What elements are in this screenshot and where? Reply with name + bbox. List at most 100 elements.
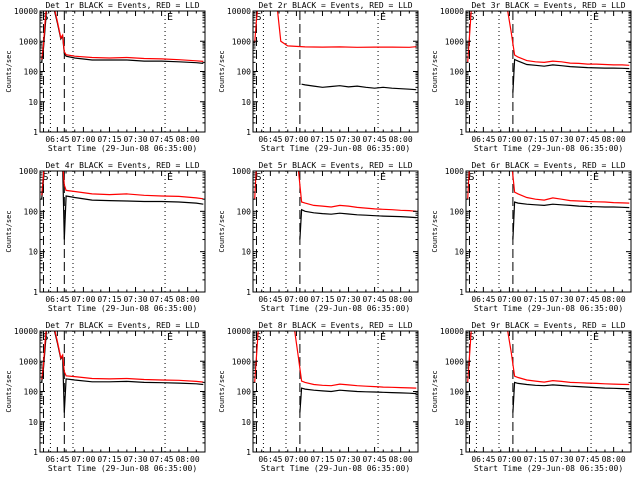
panel-title: Det 5r BLACK = Events, RED = LLD xyxy=(258,161,412,170)
marker-e: E xyxy=(167,12,173,23)
y-axis-label: Counts/sec xyxy=(218,210,226,252)
series-events-line xyxy=(299,387,417,413)
y-tick-label: 100 xyxy=(450,388,465,397)
panel-det-2: Det 2r BLACK = Events, RED = LLD S E 1 10 100… xyxy=(218,1,419,153)
y-tick-label: 10000 xyxy=(227,7,251,16)
y-tick-label: 10 xyxy=(28,418,38,427)
x-tick-label: 07:30 xyxy=(123,135,147,144)
y-tick-label: 10 xyxy=(454,248,464,257)
y-axis-label: Counts/sec xyxy=(5,50,13,92)
series-events-line xyxy=(41,331,204,413)
y-tick-label: 1 xyxy=(33,448,38,457)
panel-title: Det 4r BLACK = Events, RED = LLD xyxy=(45,161,199,170)
y-tick-label: 10 xyxy=(241,418,251,427)
x-tick-label: 08:00 xyxy=(602,135,626,144)
y-tick-label: 1000 xyxy=(232,167,251,176)
marker-e: E xyxy=(593,332,599,343)
y-tick-label: 100 xyxy=(24,68,39,77)
x-tick-label: 07:00 xyxy=(497,455,521,464)
x-tick-label: 06:45 xyxy=(45,295,69,304)
panel-title: Det 2r BLACK = Events, RED = LLD xyxy=(258,1,412,10)
y-tick-label: 10 xyxy=(241,98,251,107)
y-axis-label: Counts/sec xyxy=(431,210,439,252)
y-axis-label: Counts/sec xyxy=(5,370,13,412)
x-tick-label: 07:15 xyxy=(523,295,547,304)
y-tick-label: 100 xyxy=(237,68,252,77)
y-tick-label: 10000 xyxy=(227,327,251,336)
series-lld-line xyxy=(467,171,630,204)
panel-title: Det 9r BLACK = Events, RED = LLD xyxy=(471,321,625,330)
series-events-line xyxy=(301,83,417,91)
series-lld-line xyxy=(254,331,417,389)
x-axis-label: Start Time (29-Jun-08 06:35:00) xyxy=(261,144,410,153)
panel-title: Det 7r BLACK = Events, RED = LLD xyxy=(45,321,199,330)
series-group xyxy=(254,331,417,413)
y-tick-label: 10000 xyxy=(440,7,464,16)
marker-e: E xyxy=(167,172,173,183)
plot-frame xyxy=(465,330,632,453)
x-tick-label: 07:30 xyxy=(123,455,147,464)
panel-det-9: Det 9r BLACK = Events, RED = LLD S E 1 10 100… xyxy=(431,321,632,473)
panel-det-8: Det 8r BLACK = Events, RED = LLD S E 1 10 100… xyxy=(218,321,419,473)
x-axis-label: Start Time (29-Jun-08 06:35:00) xyxy=(48,464,197,473)
series-events-line xyxy=(299,208,417,240)
series-lld-line xyxy=(41,11,204,62)
y-tick-label: 1000 xyxy=(232,357,251,366)
y-axis-label: Counts/sec xyxy=(5,210,13,252)
x-tick-label: 07:30 xyxy=(549,135,573,144)
series-group xyxy=(467,171,630,240)
panel-det-4: Det 4r BLACK = Events, RED = LLD S E 1 10 100… xyxy=(5,161,206,313)
x-tick-label: 07:30 xyxy=(549,295,573,304)
x-tick-label: 08:00 xyxy=(602,295,626,304)
series-lld-line xyxy=(41,171,204,200)
series-group xyxy=(41,331,204,413)
y-tick-label: 10 xyxy=(454,98,464,107)
x-tick-label: 06:45 xyxy=(258,455,282,464)
y-tick-label: 1 xyxy=(459,288,464,297)
x-tick-label: 07:00 xyxy=(71,455,95,464)
x-axis-label: Start Time (29-Jun-08 06:35:00) xyxy=(48,144,197,153)
y-tick-label: 10 xyxy=(454,418,464,427)
y-tick-label: 100 xyxy=(24,207,39,216)
marker-s: S xyxy=(468,332,474,343)
x-tick-label: 07:30 xyxy=(336,455,360,464)
x-tick-label: 07:15 xyxy=(523,455,547,464)
marker-e: E xyxy=(380,332,386,343)
x-tick-label: 07:45 xyxy=(150,455,174,464)
series-group xyxy=(254,171,417,240)
x-tick-label: 07:30 xyxy=(336,135,360,144)
x-tick-label: 07:45 xyxy=(363,455,387,464)
series-group xyxy=(467,331,630,413)
marker-s: S xyxy=(468,172,474,183)
series-events-line xyxy=(41,171,204,240)
x-tick-label: 07:15 xyxy=(310,135,334,144)
x-tick-label: 08:00 xyxy=(389,135,413,144)
series-lld-line xyxy=(467,331,630,386)
x-tick-label: 07:15 xyxy=(310,455,334,464)
y-tick-label: 100 xyxy=(24,388,39,397)
series-group xyxy=(467,11,630,93)
series-events-line xyxy=(512,381,630,413)
marker-e: E xyxy=(593,12,599,23)
x-tick-label: 08:00 xyxy=(602,455,626,464)
x-tick-label: 06:45 xyxy=(471,455,495,464)
plot-frame xyxy=(252,170,419,293)
x-tick-label: 07:00 xyxy=(284,455,308,464)
x-tick-label: 07:45 xyxy=(363,135,387,144)
marker-s: S xyxy=(468,12,474,23)
series-events-line xyxy=(512,58,630,93)
x-axis-label: Start Time (29-Jun-08 06:35:00) xyxy=(261,464,410,473)
x-tick-label: 07:00 xyxy=(284,295,308,304)
y-tick-label: 100 xyxy=(237,388,252,397)
y-axis-label: Counts/sec xyxy=(218,50,226,92)
marker-e: E xyxy=(380,172,386,183)
x-tick-label: 07:00 xyxy=(497,295,521,304)
x-tick-label: 07:00 xyxy=(284,135,308,144)
series-lld-line xyxy=(254,11,417,48)
x-axis-label: Start Time (29-Jun-08 06:35:00) xyxy=(261,304,410,313)
x-tick-label: 07:00 xyxy=(71,135,95,144)
y-tick-label: 1 xyxy=(246,448,251,457)
x-tick-label: 07:45 xyxy=(150,295,174,304)
